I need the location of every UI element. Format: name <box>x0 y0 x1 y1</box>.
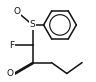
Text: S: S <box>30 20 36 29</box>
Text: F: F <box>9 41 14 50</box>
Text: O: O <box>7 69 14 78</box>
Text: O: O <box>14 7 21 16</box>
